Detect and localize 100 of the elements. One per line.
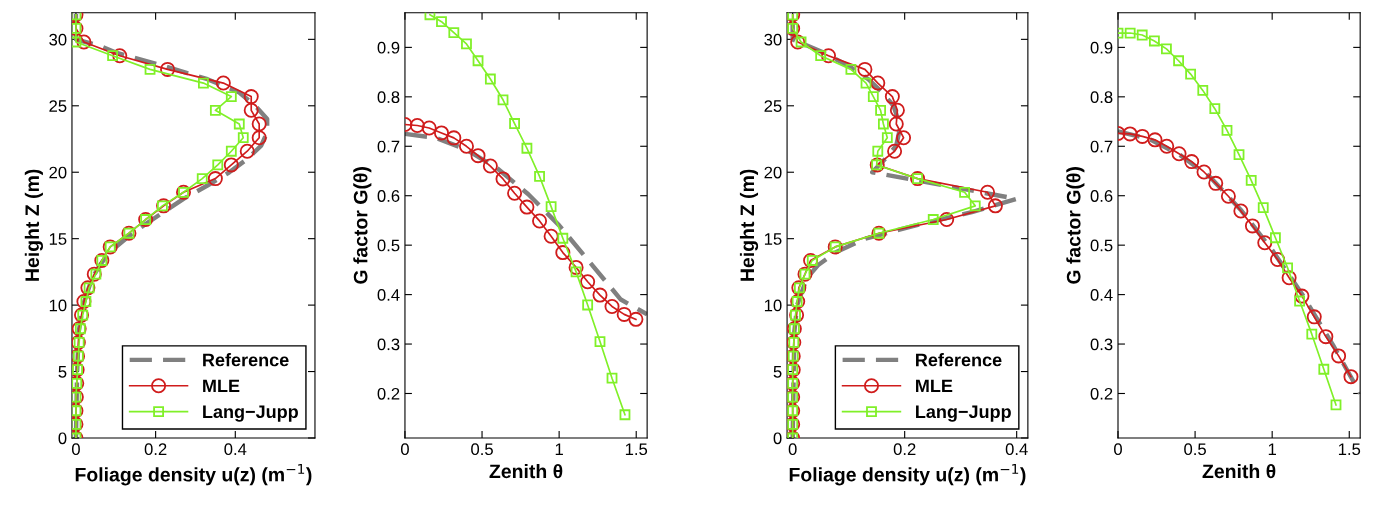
point xyxy=(969,200,981,212)
y-tick-label: 0.7 xyxy=(377,140,400,153)
point xyxy=(1306,309,1322,325)
y-tick-label: 0.2 xyxy=(377,387,400,400)
point xyxy=(616,306,632,322)
x-tick-label: 0.5 xyxy=(1184,443,1206,456)
point xyxy=(207,171,223,187)
legend-label: Lang−Jupp xyxy=(916,405,1011,422)
point xyxy=(144,63,156,75)
point xyxy=(845,63,857,75)
point xyxy=(1220,188,1236,204)
point xyxy=(86,266,102,282)
point xyxy=(1343,369,1359,385)
point xyxy=(592,287,608,303)
y-tick-label: 20 xyxy=(49,166,67,179)
y-tick-label: 0.8 xyxy=(1090,91,1113,104)
x-tick-label: 0.2 xyxy=(893,443,916,456)
point xyxy=(1148,35,1160,47)
x-tick-label: 0 xyxy=(788,443,797,456)
point xyxy=(1134,128,1150,144)
point xyxy=(1331,348,1347,364)
point xyxy=(1282,262,1294,274)
y-tick-label: 0.8 xyxy=(377,91,400,104)
y-tick-label: 0.9 xyxy=(377,41,400,54)
y-tick-label: 15 xyxy=(764,233,782,245)
point xyxy=(534,171,545,182)
y-tick-label: 30 xyxy=(764,33,782,46)
point xyxy=(1124,27,1136,39)
point xyxy=(1208,175,1224,191)
x-tick-label: 1.5 xyxy=(625,443,648,456)
x-tick-label: 0 xyxy=(71,443,80,456)
y-tick-label: 0 xyxy=(773,432,782,445)
point xyxy=(1318,329,1334,345)
point xyxy=(555,245,571,261)
point xyxy=(458,138,474,154)
point xyxy=(1171,146,1187,162)
point xyxy=(604,298,620,314)
y-axis-title: G factor G(θ) xyxy=(353,167,372,284)
y-tick-label: 10 xyxy=(49,299,67,312)
point xyxy=(795,36,807,48)
x-tick-label: 1 xyxy=(555,443,563,455)
point xyxy=(1136,29,1148,41)
point xyxy=(881,132,893,144)
y-tick-label: 0 xyxy=(58,432,67,445)
point xyxy=(570,266,582,278)
y-tick-label: 0.6 xyxy=(1090,190,1113,202)
point xyxy=(1294,288,1310,304)
point xyxy=(196,173,208,185)
point xyxy=(1244,218,1260,234)
y-tick-label: 0.3 xyxy=(377,338,400,351)
point xyxy=(790,309,801,321)
point xyxy=(225,145,237,157)
y-tick-label: 0.7 xyxy=(1090,140,1113,153)
point xyxy=(237,132,249,144)
y-tick-label: 20 xyxy=(764,166,782,179)
y-tick-label: 5 xyxy=(58,366,67,378)
point xyxy=(1173,55,1185,67)
point xyxy=(606,372,618,384)
x-axis-title: Foliage density u(z) (m$^{−1}$) xyxy=(75,463,312,486)
x-axis-title: Foliage density u(z) (m$^{−1}$) xyxy=(789,463,1026,486)
point xyxy=(1245,174,1257,186)
y-tick-label: 0.4 xyxy=(1090,289,1113,301)
point xyxy=(446,130,462,146)
point xyxy=(80,296,92,307)
point xyxy=(594,336,606,347)
y-tick-label: 0.6 xyxy=(377,190,400,202)
point xyxy=(1269,232,1281,244)
point xyxy=(1147,132,1163,148)
legend-label: Reference xyxy=(916,353,1002,367)
y-tick-label: 30 xyxy=(49,33,67,46)
legend-label: MLE xyxy=(916,379,953,393)
point xyxy=(857,61,873,77)
point xyxy=(884,89,900,105)
point xyxy=(421,120,437,136)
y-tick-label: 0.2 xyxy=(1090,387,1113,400)
point xyxy=(160,61,176,77)
point xyxy=(209,104,221,116)
point xyxy=(939,212,955,228)
point xyxy=(543,228,559,244)
y-tick-label: 0.3 xyxy=(1090,338,1113,351)
point xyxy=(71,36,82,48)
point xyxy=(223,157,239,173)
point xyxy=(877,118,889,130)
point xyxy=(409,118,425,134)
point xyxy=(519,199,535,215)
point xyxy=(448,27,460,38)
point xyxy=(433,125,449,141)
point xyxy=(532,213,548,229)
point xyxy=(1257,235,1273,251)
legend-label: Lang−Jupp xyxy=(203,405,298,422)
y-tick-label: 10 xyxy=(764,299,782,312)
x-tick-label: 0 xyxy=(1114,443,1122,456)
point xyxy=(1196,164,1212,180)
point xyxy=(790,34,806,50)
point xyxy=(1330,399,1342,411)
point xyxy=(76,294,92,310)
point xyxy=(1160,43,1172,55)
x-tick-label: 1.5 xyxy=(1338,443,1361,456)
point xyxy=(225,91,237,103)
y-tick-label: 0.5 xyxy=(377,239,400,252)
